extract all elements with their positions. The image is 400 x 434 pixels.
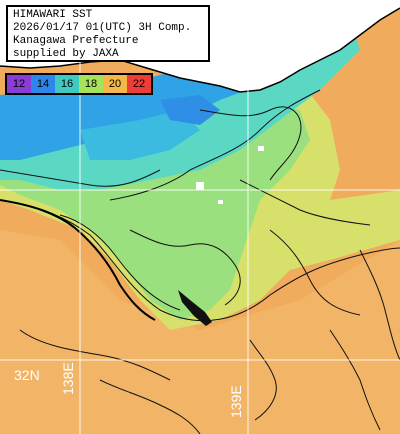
- legend-item-16: 16: [55, 75, 79, 93]
- island: [258, 146, 264, 151]
- land-peninsula: [210, 0, 270, 70]
- island: [218, 200, 223, 204]
- isotherms: [0, 89, 400, 434]
- warm-band: [0, 230, 400, 434]
- legend-item-18: 18: [79, 75, 103, 93]
- dark-streak: [178, 290, 212, 326]
- legend-item-12: 12: [7, 75, 31, 93]
- longitude-label: 138E: [60, 362, 76, 395]
- legend-item-20: 20: [103, 75, 127, 93]
- title-line-3: Kanagawa Prefecture: [13, 35, 139, 47]
- coastline: [0, 7, 400, 93]
- legend-item-14: 14: [31, 75, 55, 93]
- deep-bay: [160, 95, 220, 125]
- title-line-1: HIMAWARI SST: [13, 9, 93, 21]
- coastline-south: [0, 199, 156, 321]
- island: [196, 182, 204, 190]
- legend-item-22: 22: [127, 75, 151, 93]
- title-line-2: 2026/01/17 01(UTC) 3H Comp.: [13, 22, 192, 34]
- longitude-label-2: 139E: [228, 385, 244, 418]
- color-legend: 12 14 16 18 20 22: [5, 73, 153, 95]
- title-box: HIMAWARI SST 2026/01/17 01(UTC) 3H Comp.…: [6, 5, 210, 62]
- bay-water: [80, 110, 200, 160]
- title-line-4: supplied by JAXA: [13, 48, 119, 60]
- latitude-label: 32N: [14, 367, 40, 383]
